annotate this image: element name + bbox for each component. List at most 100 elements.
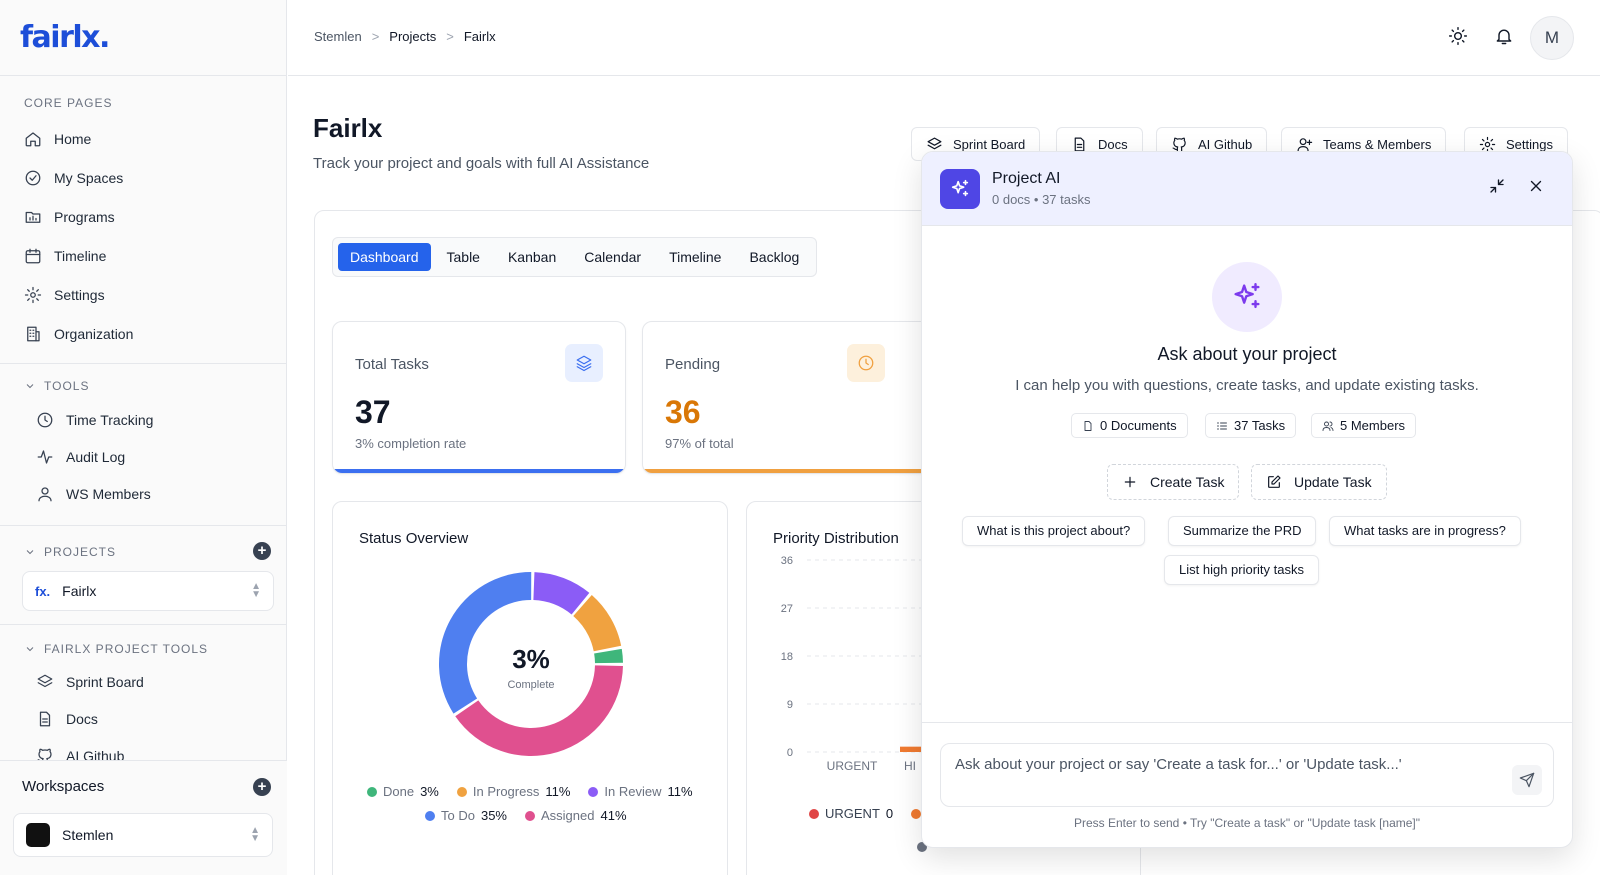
legend-item-high[interactable] (911, 806, 922, 821)
y-tick-label: 18 (781, 651, 793, 663)
activity-icon (37, 450, 53, 464)
sidebar-item-docs[interactable]: Docs (36, 707, 98, 731)
legend-dot (525, 810, 535, 821)
sidebar-item-my-spaces[interactable]: My Spaces (24, 166, 123, 190)
status-overview-card: Status Overview 3% Complete Done 3% In Pr… (332, 501, 728, 875)
avatar[interactable]: M (1530, 16, 1574, 60)
legend-item-assigned[interactable]: Assigned 41% (525, 808, 627, 823)
legend-label: Assigned (541, 808, 595, 823)
tab-table[interactable]: Table (446, 249, 480, 265)
donut-slice-assigned[interactable] (455, 665, 623, 756)
ai-chat-input[interactable] (940, 743, 1554, 807)
legend-label: In Progress (472, 784, 540, 799)
project-tools-section-toggle[interactable]: FAIRLX PROJECT TOOLS (24, 642, 208, 656)
chevrons-updown-icon: ▲ ▼ (251, 581, 261, 600)
breadcrumb-item[interactable]: Stemlen (314, 29, 362, 44)
bar-hi[interactable] (900, 746, 936, 752)
brand-logo[interactable]: fairlx. (0, 0, 286, 76)
stat-label: Pending (665, 356, 721, 373)
sidebar-item-audit-log[interactable]: Audit Log (36, 445, 125, 469)
workspace-logo-icon (26, 823, 50, 847)
chip-label: 37 Tasks (1234, 418, 1286, 433)
sidebar-item-time-tracking[interactable]: Time Tracking (36, 408, 153, 432)
suggestion-chip[interactable]: List high priority tasks (1164, 555, 1319, 585)
donut-slice-to-do[interactable] (439, 572, 532, 714)
button-label: Docs (1098, 136, 1128, 152)
theme-toggle-button[interactable] (1448, 26, 1470, 48)
tab-kanban[interactable]: Kanban (507, 249, 557, 265)
priority-bar-chart: 0 9 18 27 36 URGENT HI (781, 555, 1142, 773)
add-workspace-button[interactable]: + (253, 778, 271, 796)
workspace-selector-value: Stemlen (62, 827, 114, 843)
sidebar-item-label: My Spaces (54, 170, 124, 186)
update-task-button[interactable]: Update Task (1251, 464, 1387, 500)
sidebar-item-ws-members[interactable]: WS Members (36, 482, 151, 506)
sidebar-item-organization[interactable]: Organization (24, 322, 133, 346)
suggestion-chip[interactable]: Summarize the PRD (1168, 516, 1317, 546)
user-plus-icon (1297, 137, 1313, 151)
page-subtitle: Track your project and goals with full A… (313, 155, 650, 172)
project-selector[interactable]: fx. Fairlx ▲ ▼ (22, 571, 274, 611)
tab-calendar[interactable]: Calendar (584, 249, 642, 265)
projects-section-toggle[interactable]: PROJECTS (24, 545, 116, 559)
add-project-button[interactable]: + (253, 542, 271, 560)
project-tools-label: FAIRLX PROJECT TOOLS (44, 642, 209, 656)
chevron-right-icon: > (446, 29, 454, 44)
gear-icon (1479, 136, 1496, 152)
ai-input-area: Press Enter to send • Try "Create a task… (922, 722, 1572, 847)
legend-item-in-review[interactable]: In Review 11% (588, 784, 693, 799)
button-label: Settings (1506, 136, 1553, 152)
stat-subtext: 3% completion rate (355, 436, 467, 451)
tab-backlog[interactable]: Backlog (749, 249, 800, 265)
view-tabs: Dashboard Table Kanban Calendar Timeline… (332, 237, 818, 277)
button-label: Sprint Board (953, 136, 1026, 152)
tab-dashboard[interactable]: Dashboard (338, 243, 431, 271)
document-icon (39, 711, 51, 727)
donut-slice-in-review[interactable] (533, 572, 590, 615)
breadcrumb-item[interactable]: Fairlx (463, 29, 496, 44)
send-button[interactable] (1512, 765, 1542, 795)
sidebar-item-programs[interactable]: Programs (24, 205, 115, 229)
sidebar-item-label: Home (54, 131, 92, 147)
send-icon (1519, 772, 1535, 788)
layers-icon (576, 355, 592, 372)
tools-section-toggle[interactable]: TOOLS (24, 379, 89, 393)
minimize-button[interactable] (1488, 177, 1510, 199)
sidebar-item-timeline[interactable]: Timeline (24, 244, 106, 268)
sidebar-item-home[interactable]: Home (24, 127, 91, 151)
sparkles-icon (1234, 283, 1260, 309)
legend-value: 41% (600, 808, 627, 823)
ai-hero-badge (1212, 262, 1282, 332)
status-legend-row-2: To Do 35% Assigned 41% (425, 808, 627, 823)
legend-item-to-do[interactable]: To Do 35% (425, 808, 507, 823)
projects-label: PROJECTS (44, 545, 117, 559)
sidebar-item-label: Docs (66, 711, 98, 727)
close-button[interactable] (1527, 177, 1549, 199)
workspace-selector[interactable]: Stemlen ▲ ▼ (13, 813, 273, 857)
close-icon (1530, 180, 1542, 192)
chip-label: 5 Members (1340, 418, 1406, 433)
sidebar-item-label: Audit Log (66, 449, 126, 465)
sidebar-item-label: WS Members (66, 486, 151, 502)
suggestion-chip[interactable]: What tasks are in progress? (1329, 516, 1521, 546)
sparkles-icon (951, 179, 969, 197)
y-tick-label: 9 (787, 699, 793, 711)
tab-timeline[interactable]: Timeline (669, 249, 722, 265)
create-task-button[interactable]: Create Task (1107, 464, 1240, 500)
donut-slice-done[interactable] (594, 648, 623, 664)
breadcrumb-item[interactable]: Projects (389, 29, 437, 44)
members-chip: 5 Members (1311, 413, 1417, 438)
stat-icon-box (565, 344, 603, 382)
legend-value: 0 (885, 806, 894, 821)
legend-value: 11% (545, 784, 571, 799)
notifications-button[interactable] (1494, 26, 1516, 48)
legend-item-done[interactable]: Done 3% (367, 784, 439, 799)
suggestion-chip[interactable]: What is this project about? (962, 516, 1146, 546)
legend-item-urgent[interactable]: URGENT 0 (809, 806, 893, 821)
legend-item-in-progress[interactable]: In Progress 11% (456, 784, 571, 799)
donut-slice-in-progress[interactable] (573, 594, 622, 652)
chevron-down-icon (26, 550, 34, 555)
sidebar-item-sprint-board[interactable]: Sprint Board (36, 670, 144, 694)
sidebar-item-settings[interactable]: Settings (24, 283, 105, 307)
stat-accent-bar (643, 469, 941, 473)
